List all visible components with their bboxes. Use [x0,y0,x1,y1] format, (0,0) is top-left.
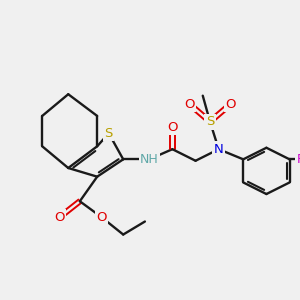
Text: N: N [214,143,224,156]
Text: O: O [167,121,178,134]
Text: O: O [225,98,236,111]
Text: S: S [206,115,214,128]
Text: S: S [105,127,113,140]
Text: O: O [184,98,195,111]
Text: O: O [96,211,107,224]
Text: NH: NH [140,153,159,166]
Text: O: O [54,211,65,224]
Text: F: F [297,153,300,166]
